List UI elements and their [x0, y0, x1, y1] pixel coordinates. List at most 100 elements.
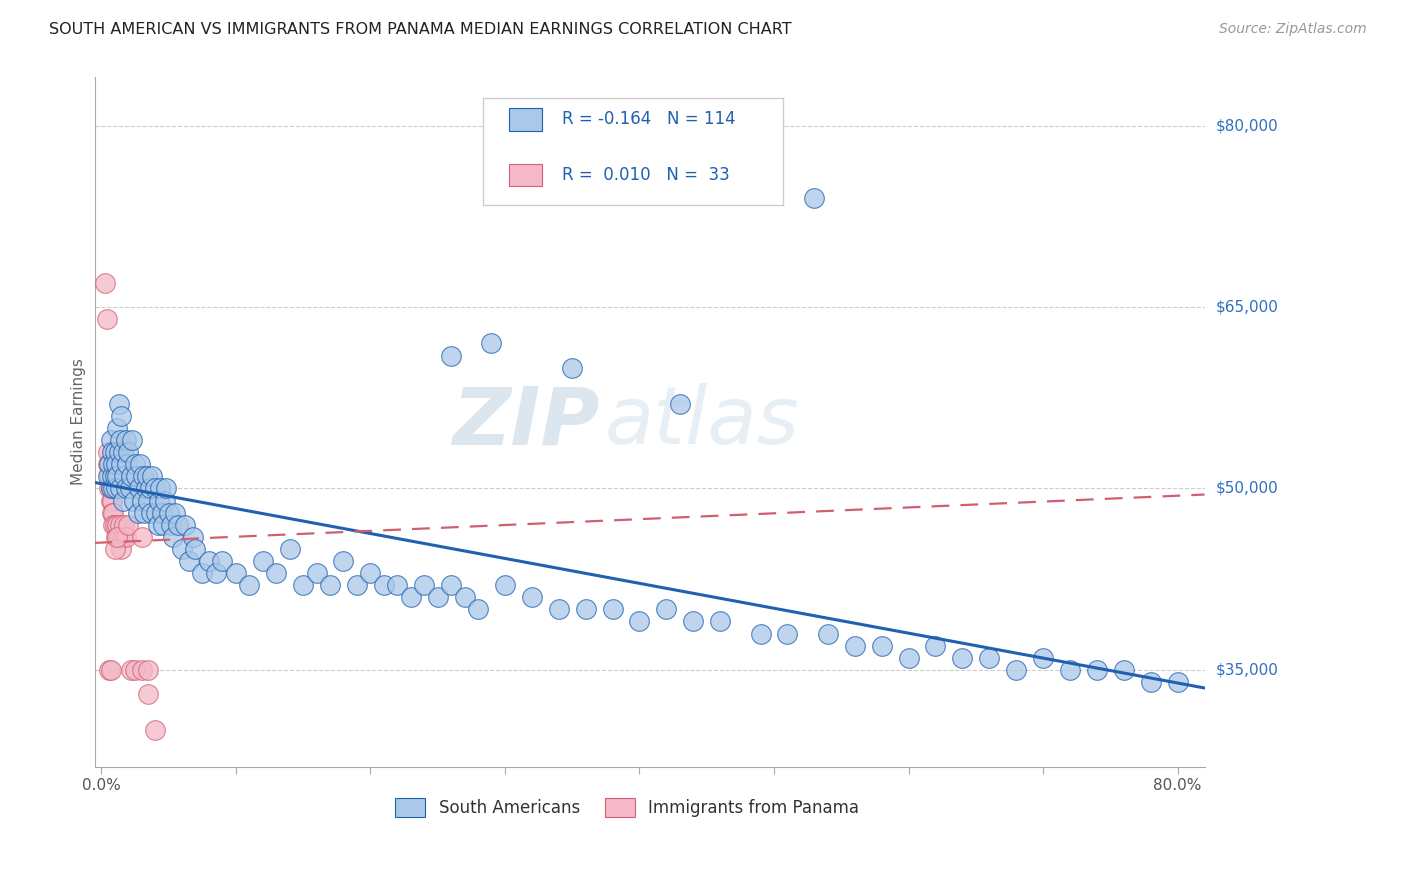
Point [897, 650, 920, 665]
Point [153, 493, 176, 508]
Point [121, 433, 143, 447]
Point [132, 469, 155, 483]
Point [131, 530, 153, 544]
Point [426, 591, 449, 605]
Point [776, 626, 799, 640]
Point [97, 458, 120, 472]
Point [844, 639, 866, 653]
Point [105, 482, 128, 496]
Point [135, 482, 157, 496]
Point [373, 578, 395, 592]
Point [413, 578, 436, 592]
Point [98, 469, 121, 483]
FancyBboxPatch shape [484, 98, 783, 205]
Point [157, 506, 180, 520]
Point [198, 554, 221, 568]
Point [950, 650, 973, 665]
Point [494, 578, 516, 592]
Point [100, 482, 122, 496]
Point [138, 663, 160, 677]
Point [120, 469, 142, 483]
Point [149, 482, 172, 496]
Point [115, 458, 138, 472]
Point [110, 458, 132, 472]
Point [520, 591, 543, 605]
Point [143, 482, 166, 496]
Point [225, 566, 247, 581]
Point [278, 541, 301, 556]
Point [98, 458, 121, 472]
Point [117, 445, 139, 459]
Point [453, 591, 475, 605]
Text: Source: ZipAtlas.com: Source: ZipAtlas.com [1219, 22, 1367, 37]
Point [146, 517, 169, 532]
Point [107, 530, 129, 544]
Point [107, 397, 129, 411]
Point [292, 578, 315, 592]
Point [628, 615, 651, 629]
Point [122, 493, 145, 508]
Point [655, 602, 678, 616]
Point [682, 615, 704, 629]
Point [319, 578, 342, 592]
Point [332, 554, 354, 568]
Point [111, 493, 134, 508]
Point [264, 566, 287, 581]
Text: $35,000: $35,000 [1216, 663, 1278, 677]
Text: $80,000: $80,000 [1216, 119, 1278, 133]
Point [110, 409, 132, 423]
Point [173, 517, 195, 532]
Point [145, 506, 167, 520]
Point [575, 602, 598, 616]
Point [128, 482, 150, 496]
Point [103, 517, 125, 532]
Point [131, 663, 153, 677]
Point [110, 541, 132, 556]
Point [870, 639, 893, 653]
Point [440, 349, 463, 363]
Point [1085, 663, 1108, 677]
Point [100, 482, 122, 496]
Point [1139, 675, 1161, 690]
Point [107, 530, 129, 544]
Point [238, 578, 260, 592]
Point [184, 541, 207, 556]
Text: R = -0.164   N = 114: R = -0.164 N = 114 [562, 110, 735, 128]
Point [152, 517, 174, 532]
Point [112, 469, 135, 483]
Point [803, 191, 825, 205]
Point [148, 493, 170, 508]
Point [101, 493, 124, 508]
Y-axis label: Median Earnings: Median Earnings [72, 359, 86, 485]
Point [104, 541, 127, 556]
Point [100, 663, 122, 677]
Point [136, 469, 159, 483]
Point [96, 312, 118, 326]
Point [669, 397, 692, 411]
Point [139, 506, 162, 520]
Point [138, 482, 160, 496]
Point [150, 506, 173, 520]
Point [125, 469, 148, 483]
Point [124, 663, 146, 677]
Text: SOUTH AMERICAN VS IMMIGRANTS FROM PANAMA MEDIAN EARNINGS CORRELATION CHART: SOUTH AMERICAN VS IMMIGRANTS FROM PANAMA… [49, 22, 792, 37]
Point [103, 482, 125, 496]
Point [101, 506, 124, 520]
Point [155, 482, 177, 496]
Point [167, 517, 190, 532]
Point [134, 506, 156, 520]
Text: ZIP: ZIP [453, 383, 599, 461]
Text: R =  0.010   N =  33: R = 0.010 N = 33 [562, 166, 730, 184]
Point [211, 554, 233, 568]
Point [103, 458, 125, 472]
Point [481, 336, 503, 351]
Point [467, 602, 489, 616]
Text: atlas: atlas [605, 383, 800, 461]
Point [111, 445, 134, 459]
Point [817, 626, 839, 640]
Point [1167, 675, 1189, 690]
Point [181, 530, 204, 544]
Point [97, 469, 120, 483]
Point [105, 530, 128, 544]
Point [94, 276, 117, 290]
